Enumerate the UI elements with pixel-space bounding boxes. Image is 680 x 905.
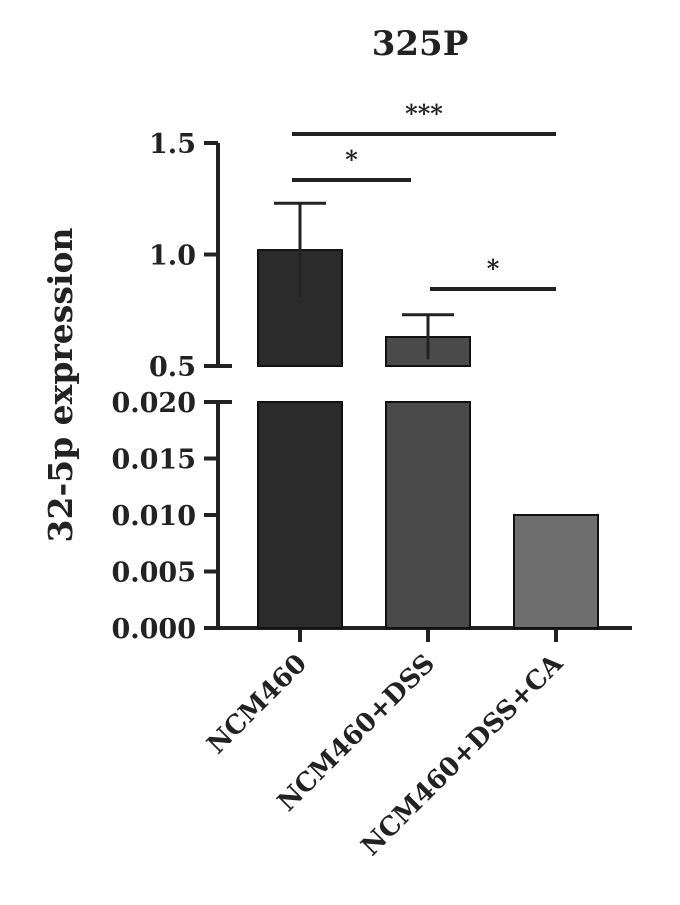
significance-annotations: *****	[292, 99, 556, 291]
bars	[257, 249, 599, 629]
y-tick-label: 0.5	[149, 352, 196, 383]
y-tick-label: 0.010	[111, 501, 196, 532]
error-bars	[274, 201, 454, 360]
significance-label: ***	[405, 99, 443, 128]
x-tick-label: NCM460	[202, 649, 313, 760]
y-ticks: 0.5 1.0 1.5 0.000 0.005 0.010 0.015 0.020	[111, 129, 218, 645]
y-tick-label: 0.000	[111, 614, 196, 645]
bar-lower-part	[257, 401, 343, 629]
y-tick-label: 1.0	[149, 241, 196, 272]
y-tick-label: 0.020	[111, 388, 196, 419]
y-tick-label: 0.015	[111, 445, 196, 476]
y-tick-label: 0.005	[111, 558, 196, 589]
significance-label: *	[345, 145, 358, 174]
y-tick-label: 1.5	[149, 129, 196, 160]
significance-label: *	[487, 254, 500, 283]
bar-lower-part	[385, 401, 471, 629]
bar	[513, 514, 599, 629]
chart-title: 325P	[372, 24, 469, 64]
y-axis-label: 32-5p expression	[41, 228, 80, 543]
